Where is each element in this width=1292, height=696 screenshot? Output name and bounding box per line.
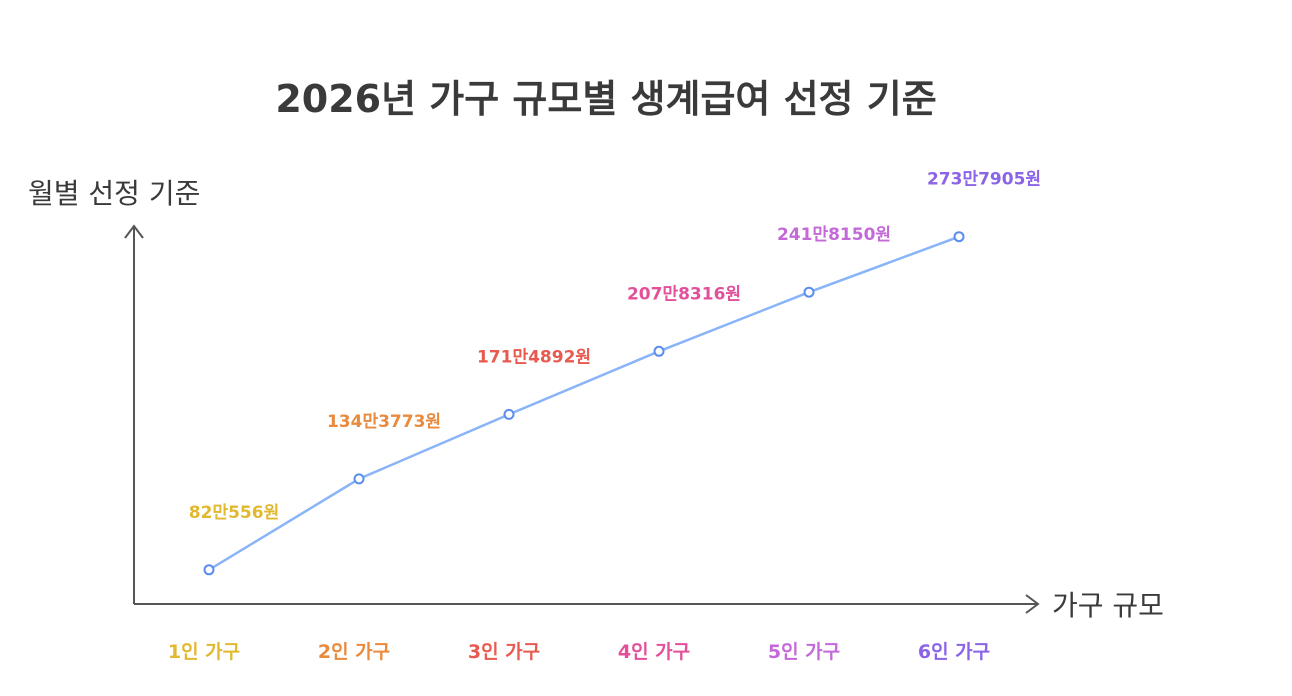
data-point-2: [353, 473, 365, 485]
x-tick-label-6: 6인 가구: [918, 641, 990, 663]
data-point-4: [653, 345, 665, 357]
y-axis-arrowhead: [124, 224, 144, 239]
data-point-6: [953, 231, 965, 243]
data-label-4: 207만8316원: [627, 284, 741, 304]
category-labels: 1인 가구 2인 가구 3인 가구 4인 가구 5인 가구 6인 가구: [168, 641, 990, 663]
series-layer: [203, 231, 965, 576]
chart-title: 2026년 가구 규모별 생계급여 선정 기준: [275, 77, 936, 121]
x-tick-label-4: 4인 가구: [618, 641, 690, 663]
x-tick-label-1: 1인 가구: [168, 641, 240, 663]
data-label-1: 82만556원: [189, 503, 279, 523]
data-label-2: 134만3773원: [327, 412, 441, 432]
x-tick-label-5: 5인 가구: [768, 641, 840, 663]
x-tick-label-2: 2인 가구: [318, 641, 390, 663]
data-label-3: 171만4892원: [477, 347, 591, 367]
data-point-5: [803, 286, 815, 298]
data-label-5: 241만8150원: [777, 225, 891, 245]
data-point-3: [503, 408, 515, 420]
series-line: [208, 235, 960, 571]
data-label-6: 273만7905원: [927, 170, 1041, 190]
x-axis-title: 가구 규모: [1052, 589, 1164, 622]
x-axis-arrowhead: [1025, 594, 1040, 614]
data-point-1: [203, 564, 215, 576]
x-tick-label-3: 3인 가구: [468, 641, 540, 663]
labels-layer: 82만556원 134만3773원 171만4892원 207만8316원 241만81…: [189, 170, 1041, 523]
y-axis-title: 월별 선정 기준: [28, 177, 200, 210]
